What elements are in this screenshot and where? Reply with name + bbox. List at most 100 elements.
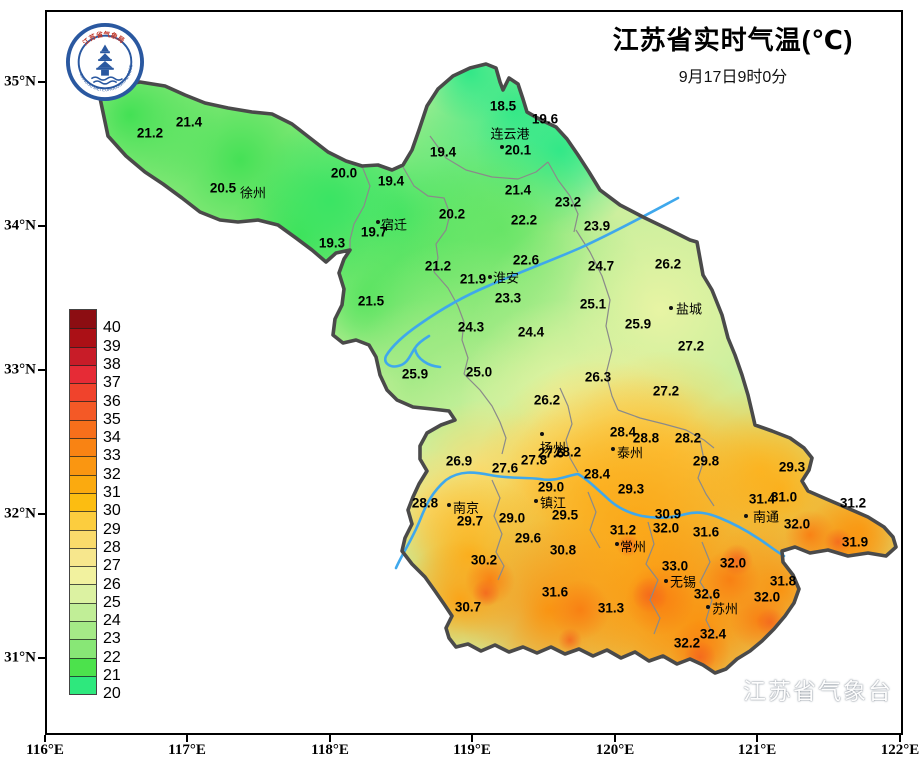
river-yangtze [394,471,786,570]
temperature-label: 21.4 [175,114,203,130]
map-frame [45,10,903,735]
legend-value: 25 [103,593,121,611]
temperature-label: 29.7 [456,513,484,529]
axis-tick-lat [38,657,45,659]
city-label: 泰州 [616,445,644,461]
temperature-label: 29.3 [617,481,645,497]
agency-watermark: 江苏省气象台 [743,678,893,704]
temperature-label: 24.4 [517,324,545,340]
temperature-label: 29.3 [778,459,806,475]
temperature-label: 19.4 [377,173,405,189]
temperature-label: 27.8 [520,452,548,468]
city-label: 连云港 [490,126,530,142]
temperature-label: 24.7 [587,258,615,274]
axis-tick-lon [471,735,473,742]
city-dot [611,447,615,451]
legend-swatch [70,456,96,475]
prefecture-borders [349,135,715,637]
temperature-label: 30.7 [454,599,482,615]
legend-swatch [70,529,96,548]
temperature-label: 21.5 [357,293,385,309]
legend-value: 27 [103,557,121,575]
temperature-label: 29.0 [537,479,565,495]
rivers [384,196,786,570]
city-dot [664,579,668,583]
temperature-label: 25.9 [624,316,652,332]
temperature-label: 29.5 [551,507,579,523]
temperature-label: 32.0 [719,555,747,571]
city-dot [447,503,451,507]
legend-value: 24 [103,612,121,630]
legend-swatch [70,566,96,585]
city-label: 盐城 [675,301,703,317]
temperature-label: 32.2 [673,635,701,651]
legend-swatch [70,474,96,493]
temperature-label: 21.4 [504,182,532,198]
axis-label-lon: 122°E [880,742,920,758]
legend-value: 20 [103,685,121,703]
legend-value: 36 [103,392,121,410]
temperature-label: 27.6 [537,445,565,461]
temperature-label: 32.0 [783,516,811,532]
temperature-label: 26.2 [654,256,682,272]
temperature-label: 21.2 [424,258,452,274]
timestamp: 9月17日9时0分 [678,69,788,86]
city-label: 南通 [752,509,780,525]
temperature-label: 28.4 [609,424,637,440]
temperature-label: 23.9 [583,218,611,234]
legend-colorbar [69,308,97,696]
temperature-label: 31.6 [541,584,569,600]
legend-value: 40 [103,319,121,337]
temperature-label: 31.2 [839,495,867,511]
legend-swatch [70,511,96,530]
axis-label-lon: 116°E [26,742,64,758]
axis-label-lat: 34°N [4,217,36,234]
city-label: 南京 [452,500,480,516]
temperature-label: 20.5 [209,180,237,196]
temperature-label: 30.8 [549,542,577,558]
city-dot [534,499,538,503]
river-north-canal [384,196,680,368]
axis-label-lon: 118°E [311,742,349,758]
legend-value: 37 [103,374,121,392]
temperature-label: 25.9 [401,366,429,382]
temperature-label: 32.4 [699,626,727,642]
temperature-label: 26.2 [533,392,561,408]
axis-tick-lon [329,735,331,742]
temperature-label: 19.3 [318,235,346,251]
temperature-label: 32.0 [652,520,680,536]
temperature-label: 29.6 [514,530,542,546]
temperature-label: 27.2 [652,383,680,399]
legend-swatch [70,657,96,676]
legend-swatch [70,419,96,439]
axis-label-lon: 121°E [737,742,777,758]
temperature-label: 32.6 [693,586,721,602]
axis-tick-lon [614,735,616,742]
legend-swatch [70,383,96,402]
city-dot [706,605,710,609]
agency-logo: 江苏省气象局 JIANGSU METEOROLOGICAL OBSERVATOR… [64,19,144,101]
axis-tick-lat [38,81,45,83]
temperature-label: 26.3 [584,369,612,385]
temperature-label: 23.3 [494,290,522,306]
temperature-label: 21.2 [136,125,164,141]
legend-value: 33 [103,447,121,465]
legend-swatch [70,675,96,695]
temperature-label: 27.2 [677,338,705,354]
city-label: 淮安 [492,270,520,286]
river-fork [413,347,442,369]
city-label: 扬州 [539,440,567,456]
legend-swatch [70,602,96,622]
temperature-label: 21.9 [459,271,487,287]
legend-swatch [70,328,96,347]
legend-value: 34 [103,429,121,447]
legend-swatch [70,310,96,329]
temperature-label: 29.0 [498,510,526,526]
city-dot [540,432,544,436]
temperature-label: 25.1 [579,296,607,312]
axis-tick-lon [186,735,188,742]
legend-swatch [70,639,96,658]
legend-swatch [70,401,96,420]
axis-label-lon: 119°E [453,742,491,758]
temperature-label: 30.2 [470,552,498,568]
